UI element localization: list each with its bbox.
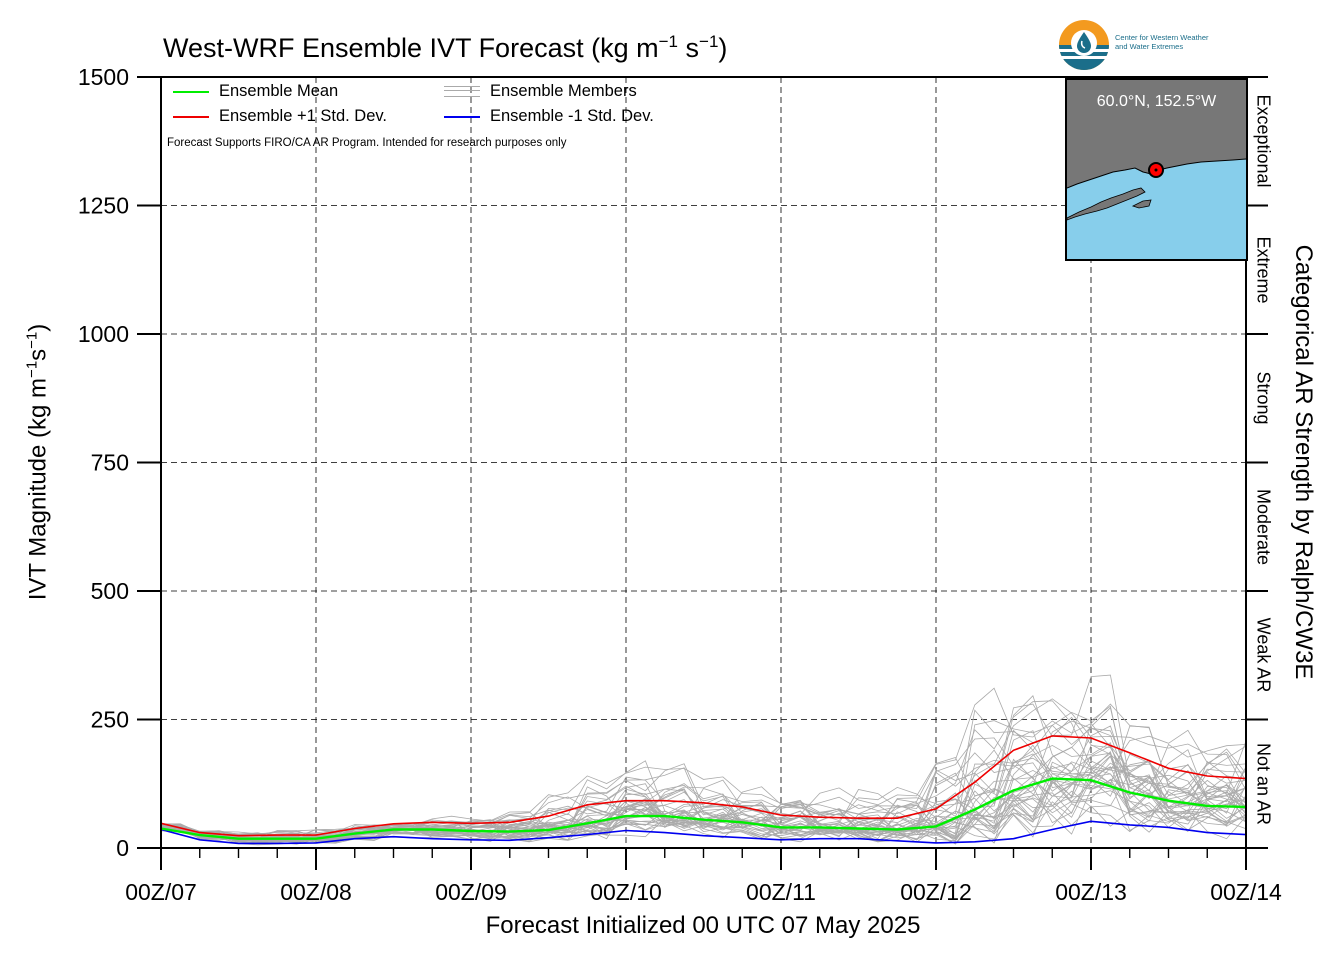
legend-label-members: Ensemble Members [490,82,637,100]
category-label: Not an AR [1253,742,1274,825]
water-drop-logo-icon [1059,20,1109,70]
legend-item-plus: Ensemble +1 Std. Dev. [173,107,387,126]
ensemble-stat-lines [160,735,1247,845]
inset-peninsula [1067,187,1146,221]
y-tick-label: 500 [91,578,129,604]
y-axis-label: IVT Magnitude (kg m−1s−1) [23,323,52,601]
logo-text: Center for Western Weather and Water Ext… [1115,33,1209,51]
category-label: Strong [1253,371,1274,425]
legend-item-minus: Ensemble -1 Std. Dev. [444,107,654,126]
x-tick-label: 00Z/11 [746,879,816,905]
cw3e-logo: Center for Western Weather and Water Ext… [1058,19,1238,71]
disclaimer-note: Forecast Supports FIRO/CA AR Program. In… [167,137,567,149]
y-tick-label: 250 [91,707,129,733]
right-axis-label: Categorical AR Strength by Ralph/CW3E [1290,244,1317,680]
location-inset-map: 60.0°N, 152.5°W [1065,78,1248,261]
ensemble-plus-std-line [160,735,1247,837]
legend-swatch-members [444,86,480,97]
inset-ocean [1067,159,1246,259]
x-tick-label: 00Z/07 [125,879,197,905]
ensemble-mean-line [160,777,1247,840]
ensemble-member-line [160,687,1247,838]
x-tick-label: 00Z/09 [435,879,507,905]
category-label: Weak AR [1253,617,1274,693]
category-label: Moderate [1253,488,1274,565]
x-axis-label: Forecast Initialized 00 UTC 07 May 2025 [485,912,921,939]
x-tick-label: 00Z/08 [280,879,352,905]
grid-lines [161,77,1246,848]
y-tick-label: 1250 [78,193,129,219]
ensemble-member-line [160,703,1247,838]
y-tick-label: 1000 [78,321,129,347]
x-tick-label: 00Z/10 [590,879,662,905]
x-tick-label: 00Z/14 [1210,879,1282,905]
ensemble-minus-std-line [160,820,1247,845]
legend-label-minus: Ensemble -1 Std. Dev. [490,107,654,125]
legend-swatch-mean [173,90,209,93]
y-tick-label: 0 [116,835,129,861]
chart-title: West-WRF Ensemble IVT Forecast (kg m−1 s… [163,32,728,63]
inset-coordinates: 60.0°N, 152.5°W [1096,93,1217,110]
tick-labels: 0 250 500 750 1000 1250 1500 00Z/07 00Z/08 00Z/09… [78,64,1282,905]
ensemble-member-line [160,773,1247,843]
legend-item-mean: Ensemble Mean [173,82,338,101]
x-tick-label: 00Z/12 [900,879,972,905]
category-label: Exceptional [1253,94,1274,188]
ensemble-member-line [160,705,1247,839]
ensemble-member-line [160,720,1247,843]
ensemble-member-line [160,674,1247,840]
legend-item-members: Ensemble Members [444,82,637,101]
legend-label-plus: Ensemble +1 Std. Dev. [219,107,387,125]
category-label: Extreme [1253,236,1274,304]
inset-map [1067,80,1246,259]
ensemble-members [160,674,1247,846]
y-tick-label: 750 [91,450,129,476]
y-tick-label: 1500 [78,64,129,90]
x-tick-label: 00Z/13 [1055,879,1127,905]
legend-swatch-plus [173,115,209,118]
legend-label-mean: Ensemble Mean [219,82,339,100]
inset-island [1131,199,1152,209]
legend-swatch-minus [444,115,480,118]
